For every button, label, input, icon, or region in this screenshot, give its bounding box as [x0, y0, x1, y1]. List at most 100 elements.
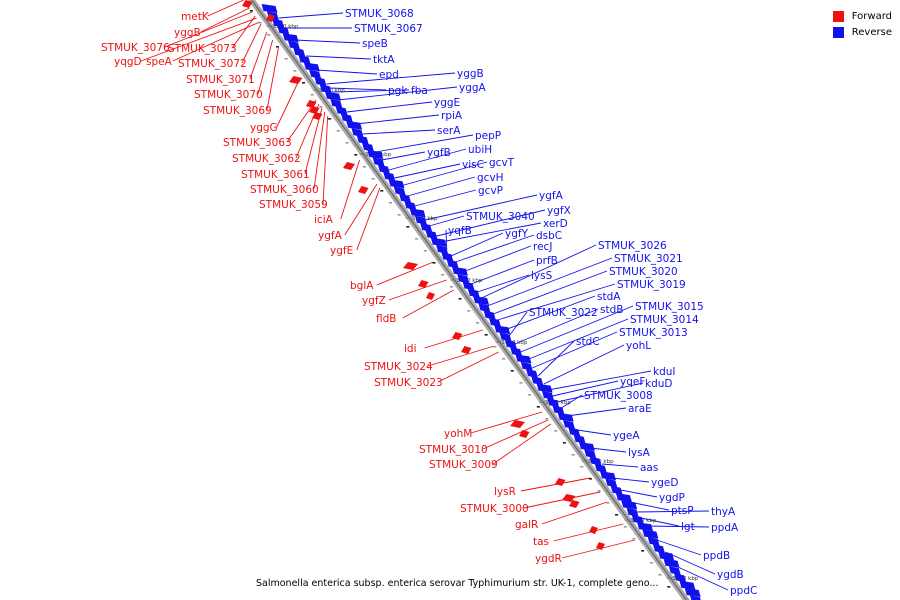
reverse-gene-block: [499, 332, 512, 342]
legend: Forward Reverse: [832, 8, 892, 40]
tick-label: 3150 kbp: [545, 400, 571, 406]
forward-gene-label: STMUK_3010: [419, 444, 488, 456]
forward-gene-label: STMUK_3059: [259, 199, 328, 211]
reverse-gene-label: gcvT: [489, 157, 515, 169]
reverse-gene-label: ppdA: [711, 522, 739, 534]
reverse-leader-line: [362, 129, 436, 135]
reverse-gene-label: ygfB: [427, 147, 451, 159]
reverse-leader-line: [675, 565, 729, 591]
forward-leader-line: [207, 0, 244, 17]
reverse-gene-label: ygfY: [505, 228, 529, 240]
minor-feature-mark: [484, 334, 488, 336]
forward-gene-arrow: [312, 112, 323, 120]
minor-feature-mark: [388, 202, 392, 204]
minor-feature-mark: [423, 250, 427, 252]
minor-feature-mark: [302, 82, 306, 84]
reverse-gene-block: [600, 471, 617, 481]
forward-leader-line: [322, 115, 329, 205]
forward-leader-line: [172, 21, 260, 62]
reverse-gene-block: [293, 47, 306, 57]
reverse-gene-label: STMUK_3040: [466, 211, 535, 223]
reverse-leader-line: [537, 340, 575, 377]
reverse-gene-block: [446, 259, 459, 269]
minor-feature-mark: [371, 178, 375, 180]
reverse-gene-label: ptsP: [671, 505, 694, 517]
reverse-gene-block: [552, 405, 565, 415]
reverse-leader-line: [656, 539, 702, 556]
forward-leader-line: [257, 39, 274, 95]
reverse-gene-block: [584, 449, 597, 459]
reverse-leader-line: [577, 429, 612, 436]
reverse-gene-block: [642, 529, 659, 539]
forward-gene-arrow: [569, 500, 580, 508]
reverse-gene-label: yggB: [457, 68, 484, 80]
reverse-gene-block: [578, 442, 595, 451]
forward-gene-label: STMUK_3061: [241, 169, 310, 181]
reverse-gene-block: [594, 463, 607, 473]
reverse-gene-block: [383, 171, 396, 181]
reverse-gene-block: [457, 274, 470, 284]
reverse-gene-label: prfB: [536, 255, 558, 267]
forward-gene-arrow: [309, 106, 320, 114]
reverse-gene-block: [547, 398, 560, 408]
reverse-gene-block: [298, 55, 311, 65]
legend-reverse: Reverse: [832, 24, 892, 40]
reverse-gene-block: [436, 244, 449, 254]
minor-feature-mark: [606, 502, 610, 504]
forward-gene-arrow: [461, 346, 472, 354]
tick-label: 3210 kbp: [272, 24, 298, 30]
forward-gene-label: STMUK_3060: [250, 184, 319, 196]
reverse-gene-block: [377, 164, 390, 174]
reverse-leader-line: [332, 89, 410, 93]
reverse-leader-line: [355, 114, 440, 125]
minor-feature-mark: [545, 418, 549, 420]
legend-forward-swatch: [832, 10, 844, 22]
minor-feature-mark: [293, 70, 297, 72]
reverse-gene-block: [494, 325, 511, 335]
reverse-gene-label: yqeF: [620, 376, 645, 388]
minor-feature-mark: [362, 166, 366, 168]
reverse-gene-label: ygdP: [659, 492, 685, 504]
minor-feature-mark: [432, 262, 436, 264]
minor-feature-mark: [336, 130, 340, 132]
reverse-gene-label: ygfX: [547, 205, 571, 217]
forward-gene-label: iciA: [314, 214, 334, 226]
reverse-gene-label: yggE: [434, 97, 460, 109]
reverse-leader-line: [394, 163, 461, 179]
reverse-gene-block: [404, 201, 417, 211]
forward-gene-label: yohM: [444, 428, 472, 440]
forward-leader-line: [249, 31, 268, 80]
forward-gene-label: yggG: [250, 122, 278, 134]
minor-feature-mark: [658, 574, 662, 576]
reverse-gene-block: [330, 98, 343, 108]
reverse-gene-block: [531, 376, 544, 386]
reverse-gene-label: pgk: [388, 85, 408, 97]
reverse-leader-line: [338, 86, 458, 101]
reverse-gene-label: ppdC: [730, 585, 757, 597]
forward-gene-label: tas: [533, 536, 549, 548]
reverse-gene-label: yggA: [459, 82, 487, 94]
minor-feature-mark: [328, 118, 332, 120]
minor-feature-mark: [449, 286, 453, 288]
reverse-gene-label: ygeD: [651, 477, 678, 489]
reverse-leader-line: [445, 229, 448, 251]
reverse-leader-line: [329, 87, 387, 91]
forward-gene-label: STMUK_3023: [374, 377, 443, 389]
minor-feature-mark: [519, 382, 523, 384]
genome-backbone: [247, 0, 691, 600]
reverse-gene-label: yohL: [626, 340, 651, 352]
reverse-gene-block: [504, 339, 517, 349]
forward-gene-arrow: [510, 420, 525, 428]
forward-gene-label: STMUK_3072: [178, 58, 247, 70]
legend-forward-label: Forward: [851, 10, 892, 22]
reverse-gene-label: thyA: [711, 506, 736, 518]
reverse-gene-label: tktA: [373, 54, 395, 66]
forward-leader-line: [241, 23, 262, 64]
reverse-leader-line: [548, 370, 652, 391]
reverse-leader-line: [294, 39, 361, 44]
reverse-gene-block: [557, 412, 574, 422]
minor-feature-mark: [493, 346, 497, 348]
forward-leader-line: [520, 477, 591, 492]
forward-leader-line: [402, 289, 454, 319]
tick-label: 3120 kbp: [672, 576, 698, 582]
